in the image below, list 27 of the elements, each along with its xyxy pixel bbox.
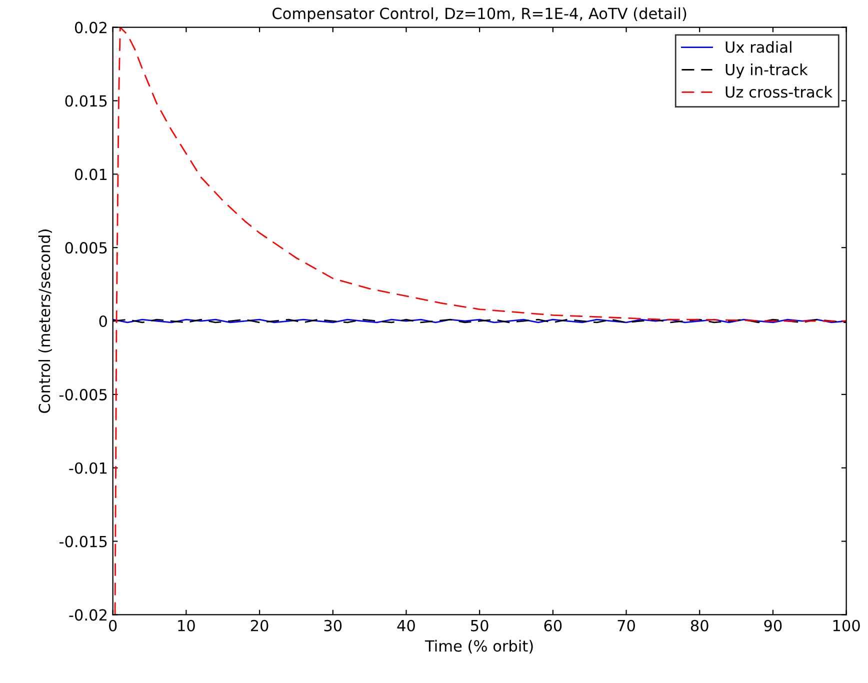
x-tick-label: 60 bbox=[544, 620, 562, 632]
y-axis-title: Control (meters/second) bbox=[38, 230, 52, 413]
x-tick-label: 30 bbox=[324, 620, 342, 632]
x-tick-label: 40 bbox=[397, 620, 415, 632]
legend-label: Uy in-track bbox=[726, 63, 808, 78]
chart-title: Compensator Control, Dz=10m, R=1E-4, AoTV (detail) bbox=[272, 7, 686, 22]
y-tick-label: -0.005 bbox=[59, 388, 107, 400]
y-tick-label: 0.005 bbox=[65, 242, 107, 254]
y-tick-label: -0.02 bbox=[69, 609, 106, 621]
y-tick-label: 0.015 bbox=[65, 95, 107, 107]
y-tick-label: 0 bbox=[99, 315, 107, 328]
x-tick-label: 10 bbox=[178, 620, 195, 632]
x-tick-label: 80 bbox=[690, 620, 708, 632]
y-tick-label: -0.01 bbox=[69, 462, 107, 474]
y-tick-label: 0.02 bbox=[74, 22, 106, 34]
x-tick-label: 70 bbox=[618, 620, 635, 632]
x-tick-label: 90 bbox=[764, 620, 782, 632]
x-tick-label: 0 bbox=[108, 620, 117, 632]
legend-label: Uz cross-track bbox=[726, 86, 833, 98]
x-tick-label: 20 bbox=[250, 620, 268, 632]
y-tick-label: -0.015 bbox=[59, 536, 107, 548]
x-tick-label: 50 bbox=[471, 620, 488, 632]
x-tick-label: 100 bbox=[833, 620, 860, 632]
legend-label: Ux radial bbox=[726, 41, 792, 53]
y-tick-label: 0.01 bbox=[74, 168, 107, 180]
line-series bbox=[114, 27, 846, 615]
x-axis-title: Time (% orbit) bbox=[424, 640, 533, 654]
